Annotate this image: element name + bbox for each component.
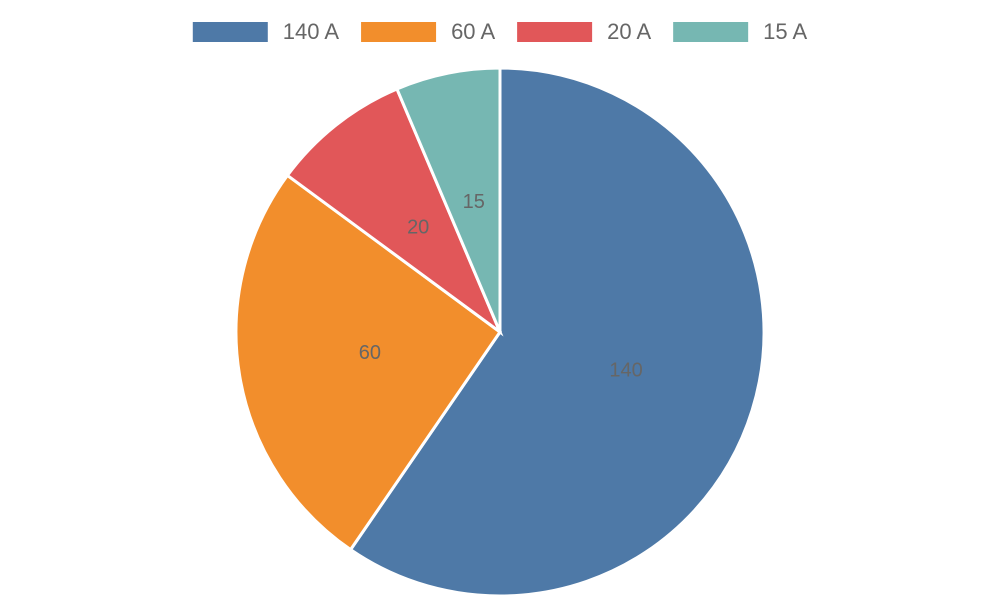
data-label: 20 xyxy=(407,217,429,239)
legend-label: 140 A xyxy=(283,19,340,44)
legend-swatch xyxy=(192,22,268,42)
legend-swatch xyxy=(361,22,437,42)
pie-slice xyxy=(234,173,503,552)
legend-swatch xyxy=(673,22,749,42)
legend-label: 20 A xyxy=(607,19,651,44)
data-label: 15 xyxy=(463,191,485,213)
pie-slice xyxy=(348,66,766,598)
legend-label: 60 A xyxy=(451,19,495,44)
pie-slice xyxy=(285,86,504,337)
legend-label: 15 A xyxy=(763,19,807,44)
pie-slice xyxy=(394,66,502,333)
data-label: 60 xyxy=(359,342,381,364)
legend-swatch xyxy=(517,22,593,42)
data-label: 140 xyxy=(609,359,642,381)
legend: 140 A 60 A 20 A 15 A xyxy=(192,19,808,44)
